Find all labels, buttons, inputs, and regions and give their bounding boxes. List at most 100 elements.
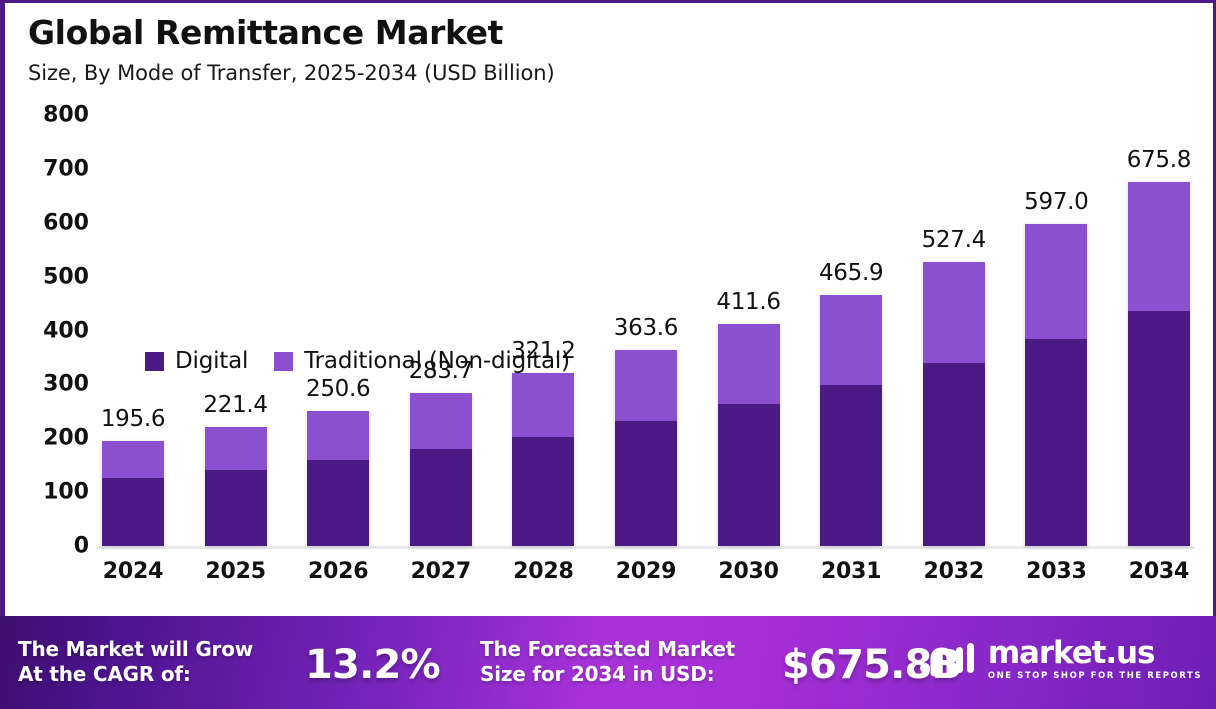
page-title: Global Remittance Market: [28, 13, 503, 52]
y-axis-tick-label: 600: [43, 210, 89, 236]
x-axis-tick-label: 2029: [615, 559, 677, 584]
bar-segment-digital[interactable]: [102, 478, 164, 546]
bar-column[interactable]: 195.6: [97, 115, 169, 546]
square-swatch-icon: [145, 351, 164, 371]
legend-item-traditional[interactable]: Traditional (Non-digital): [274, 348, 570, 374]
x-axis-tick-label: 2032: [923, 559, 985, 584]
bar-segment-digital[interactable]: [204, 469, 267, 546]
bar-segment-traditional[interactable]: [307, 411, 370, 460]
bar-column[interactable]: 675.8: [1123, 115, 1195, 546]
bar-total-label: 465.9: [818, 260, 884, 286]
cagr-value: 13.2%: [305, 642, 441, 688]
chart-subtitle: Size, By Mode of Transfer, 2025-2034 (US…: [28, 60, 555, 85]
stacked-bar[interactable]: [820, 295, 883, 546]
x-axis-tick-label: 2033: [1026, 559, 1087, 584]
stacked-bar[interactable]: [1025, 224, 1088, 546]
y-axis-tick-label: 500: [43, 264, 89, 290]
brand-name: market.us: [987, 635, 1156, 671]
bar-segment-traditional[interactable]: [1025, 224, 1088, 339]
x-axis-tick-label: 2025: [205, 559, 266, 584]
y-axis-tick-label: 700: [43, 156, 89, 182]
bar-segment-traditional[interactable]: [102, 440, 164, 479]
bar-column[interactable]: 597.0: [1020, 115, 1092, 546]
bar-column[interactable]: 411.6: [713, 115, 785, 546]
square-swatch-icon: [274, 351, 294, 371]
bar-group: 195.6 221.4 250.6 283.7 321.2 363.6 411.6 465.9…: [97, 115, 1195, 546]
bar-segment-digital[interactable]: [820, 385, 883, 546]
bar-segment-digital[interactable]: [409, 448, 472, 546]
x-axis-baseline: [97, 546, 1195, 549]
legend-label-digital: Digital: [175, 348, 249, 374]
bar-total-label: 195.6: [100, 405, 166, 432]
chart-header: Global Remittance Market Size, By Mode o…: [28, 13, 1203, 85]
bar-segment-digital[interactable]: [717, 404, 780, 546]
stacked-bar[interactable]: [922, 261, 985, 546]
x-axis-tick-label: 2034: [1128, 559, 1190, 584]
y-axis-tick-label: 300: [43, 371, 89, 397]
x-axis-tick-label: 2030: [718, 559, 779, 584]
bar-total-label: 321.2: [511, 337, 576, 364]
brand-text-block: market.us ONE STOP SHOP FOR THE REPORTS: [988, 638, 1202, 681]
bar-segment-traditional[interactable]: [204, 426, 267, 470]
legend-item-digital[interactable]: Digital: [145, 348, 248, 374]
bar-column[interactable]: 250.6: [302, 115, 374, 546]
x-axis-tick-labels: 2024 2025 2026 2027 2028 2029 2030 2031 2032 2033…: [97, 559, 1195, 584]
bar-segment-traditional[interactable]: [717, 324, 780, 405]
bar-segment-traditional[interactable]: [512, 372, 575, 437]
market-us-logo-icon: [919, 643, 974, 677]
y-axis-tick-label: 800: [43, 102, 89, 128]
bar-segment-digital[interactable]: [1025, 338, 1088, 546]
bar-segment-digital[interactable]: [922, 363, 985, 546]
x-axis-tick-label: 2027: [410, 559, 472, 584]
stacked-bar[interactable]: [409, 393, 472, 546]
stacked-bar[interactable]: [614, 350, 677, 546]
bar-column[interactable]: 221.4: [200, 115, 272, 546]
brand-tagline: ONE STOP SHOP FOR THE REPORTS: [987, 671, 1202, 681]
bar-total-label: 527.4: [921, 226, 987, 253]
bar-column[interactable]: 363.6: [610, 115, 682, 546]
x-axis-tick-label: 2024: [102, 559, 164, 584]
stacked-bar[interactable]: [102, 440, 164, 546]
legend-label-traditional: Traditional (Non-digital): [304, 348, 570, 374]
bar-segment-traditional[interactable]: [1127, 181, 1190, 311]
bar-segment-traditional[interactable]: [409, 393, 472, 449]
x-axis-tick-label: 2026: [307, 559, 369, 584]
x-axis-tick-label: 2031: [820, 559, 882, 584]
cagr-label: The Market will Grow At the CAGR of:: [18, 637, 254, 686]
bar-total-label: 250.6: [306, 376, 371, 402]
bar-column[interactable]: 321.2: [507, 115, 579, 546]
y-axis-tick-label: 100: [43, 479, 89, 505]
y-axis-tick-label: 200: [43, 425, 89, 451]
bar-segment-traditional[interactable]: [614, 350, 677, 422]
brand-logo[interactable]: market.us ONE STOP SHOP FOR THE REPORTS: [919, 638, 1202, 681]
bar-column[interactable]: 465.9: [815, 115, 887, 546]
chart-footer-banner: The Market will Grow At the CAGR of: 13.…: [0, 616, 1216, 709]
bar-total-label: 411.6: [716, 289, 781, 316]
bar-column[interactable]: 527.4: [918, 115, 990, 546]
chart-plot-area: 800 700 600 500 400 300 200 100 0 195.6 221.4 250.…: [5, 103, 1213, 605]
bar-column[interactable]: 283.7: [405, 115, 477, 546]
forecast-size-label: The Forecasted Market Size for 2034 in U…: [480, 637, 736, 686]
y-axis-tick-label: 0: [73, 533, 89, 559]
y-axis: 800 700 600 500 400 300 200 100 0: [5, 103, 89, 559]
bar-total-label: 597.0: [1024, 189, 1089, 216]
bar-segment-digital[interactable]: [307, 459, 370, 546]
y-axis-tick-label: 400: [43, 318, 89, 343]
stacked-bar[interactable]: [1127, 181, 1190, 546]
stacked-bar[interactable]: [204, 426, 267, 546]
bar-total-label: 221.4: [203, 391, 268, 418]
x-axis-tick-label: 2028: [513, 559, 574, 584]
bar-total-label: 675.8: [1126, 146, 1192, 173]
bar-segment-traditional[interactable]: [922, 261, 985, 364]
bar-segment-digital[interactable]: [614, 421, 677, 546]
stacked-bar[interactable]: [307, 411, 370, 546]
stacked-bar[interactable]: [512, 372, 575, 546]
bar-segment-traditional[interactable]: [820, 295, 883, 386]
stacked-bar[interactable]: [717, 324, 780, 546]
bar-total-label: 363.6: [613, 315, 679, 342]
bar-total-label: 283.7: [408, 358, 474, 385]
bar-segment-digital[interactable]: [512, 436, 575, 546]
chart-legend: Digital Traditional (Non-digital): [145, 348, 570, 374]
bar-segment-digital[interactable]: [1127, 310, 1190, 546]
